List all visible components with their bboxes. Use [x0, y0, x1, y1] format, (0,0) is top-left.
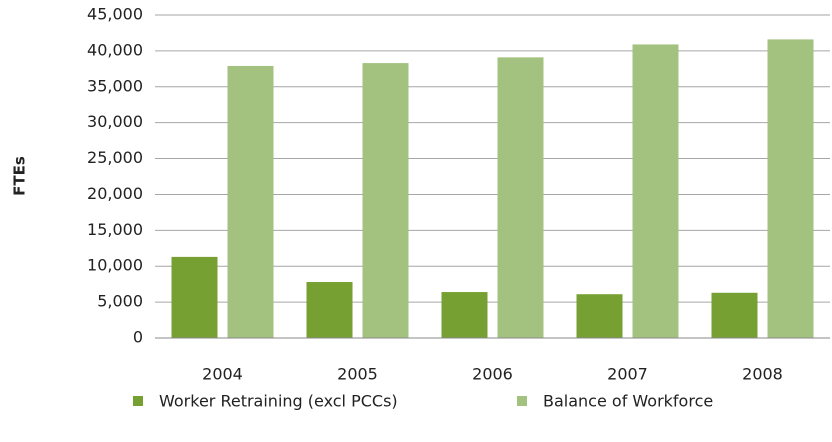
legend-label: Balance of Workforce — [543, 392, 713, 411]
bar — [767, 39, 814, 338]
bar — [632, 44, 679, 338]
x-tick-label: 2006 — [472, 365, 513, 384]
x-tick-label: 2008 — [742, 365, 783, 384]
bar — [171, 256, 218, 338]
bar — [711, 292, 758, 338]
y-tick-label: 35,000 — [87, 76, 143, 95]
legend-swatch — [133, 396, 143, 406]
y-tick-label: 25,000 — [87, 148, 143, 167]
y-tick-label: 5,000 — [97, 292, 143, 311]
bar — [576, 294, 623, 338]
legend-label: Worker Retraining (excl PCCs) — [159, 392, 398, 411]
bar — [362, 63, 409, 338]
y-tick-label: 30,000 — [87, 112, 143, 131]
bar — [441, 292, 488, 338]
x-tick-label: 2007 — [607, 365, 648, 384]
bar — [306, 282, 353, 338]
x-tick-label: 2004 — [202, 365, 243, 384]
y-axis-label: FTEs — [11, 156, 29, 196]
bar — [227, 65, 274, 338]
y-tick-label: 45,000 — [87, 5, 143, 24]
y-tick-label: 40,000 — [87, 40, 143, 59]
y-tick-label: 0 — [133, 328, 143, 347]
y-tick-label: 15,000 — [87, 220, 143, 239]
y-tick-label: 10,000 — [87, 256, 143, 275]
x-tick-label: 2005 — [337, 365, 378, 384]
y-tick-label: 20,000 — [87, 184, 143, 203]
bar — [497, 57, 544, 339]
legend-swatch — [517, 396, 527, 406]
